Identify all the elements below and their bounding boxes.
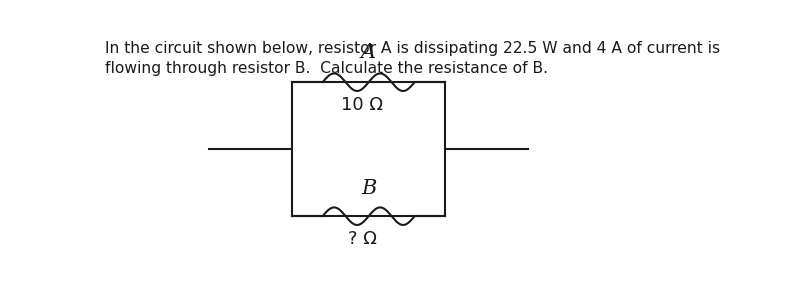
Text: In the circuit shown below, resistor A is dissipating 22.5 W and 4 A of current : In the circuit shown below, resistor A i… [105,41,720,56]
Text: ? Ω: ? Ω [348,230,377,248]
Text: 10 Ω: 10 Ω [342,96,384,114]
Text: B: B [361,179,377,198]
Text: A: A [361,43,377,62]
Text: flowing through resistor B.  Calculate the resistance of B.: flowing through resistor B. Calculate th… [105,61,548,76]
